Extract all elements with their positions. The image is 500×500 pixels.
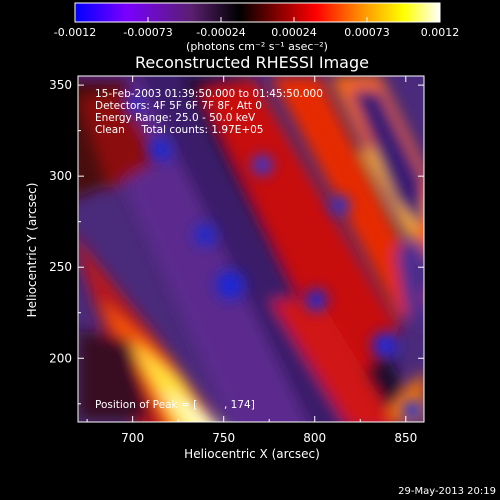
colorbar-unit-label: (photons cm⁻² s⁻¹ asec⁻²) xyxy=(186,40,328,53)
x-axis-label: Heliocentric X (arcsec) xyxy=(184,447,320,461)
colorbar-tick-label: -0.00024 xyxy=(196,26,245,39)
colorbar-tick-label: 0.0012 xyxy=(421,26,460,39)
heatmap-minima xyxy=(127,97,422,420)
x-tick-label-750: 750 xyxy=(212,431,235,445)
footer-timestamp: 29-May-2013 20:19 xyxy=(398,486,496,497)
x-tick-label-700: 700 xyxy=(121,431,144,445)
y-axis-label: Heliocentric Y (arcsec) xyxy=(25,183,39,318)
x-tick-label-800: 800 xyxy=(303,431,326,445)
chart-title: Reconstructed RHESSI Image xyxy=(135,53,369,72)
plot-frame xyxy=(77,75,425,423)
colorbar-tick-label: 0.00024 xyxy=(271,26,317,39)
colorbar: -0.0012 -0.00073 -0.00024 0.00024 0.00073 0.0… xyxy=(54,2,459,53)
y-tick-label-200: 200 xyxy=(49,351,72,365)
x-axis: 700 750 800 850 xyxy=(86,76,417,445)
y-tick-label-300: 300 xyxy=(49,169,72,183)
annotation-energy-range: Energy Range: 25.0 - 50.0 keV xyxy=(95,112,256,124)
y-axis: 200 250 300 350 xyxy=(49,78,424,405)
annotation-time-range: 15-Feb-2003 01:39:50.000 to 01:45:50.000 xyxy=(95,88,323,100)
colorbar-tick-labels: -0.0012 -0.00073 -0.00024 0.00024 0.00073 0.0… xyxy=(54,26,459,39)
peak-position: Position of Peak = [ , 174] xyxy=(95,399,255,411)
colorbar-tick-label: 0.00073 xyxy=(344,26,390,39)
peak-position-label: Position of Peak = [ xyxy=(95,399,197,411)
peak-position-value: , 174] xyxy=(224,399,255,411)
colorbar-gradient xyxy=(74,2,441,23)
annotation-clean-counts: Clean Total counts: 1.97E+05 xyxy=(95,124,264,136)
y-tick-label-350: 350 xyxy=(49,78,72,92)
x-tick-label-850: 850 xyxy=(394,431,417,445)
colorbar-tick-label: -0.0012 xyxy=(54,26,96,39)
colorbar-tick-label: -0.00073 xyxy=(123,26,172,39)
y-tick-label-250: 250 xyxy=(49,260,72,274)
colorbar-ticks xyxy=(74,17,441,22)
heatmap-image xyxy=(78,76,424,422)
observation-annotations: 15-Feb-2003 01:39:50.000 to 01:45:50.000… xyxy=(95,88,323,136)
annotation-detectors: Detectors: 4F 5F 6F 7F 8F, Att 0 xyxy=(95,100,262,112)
